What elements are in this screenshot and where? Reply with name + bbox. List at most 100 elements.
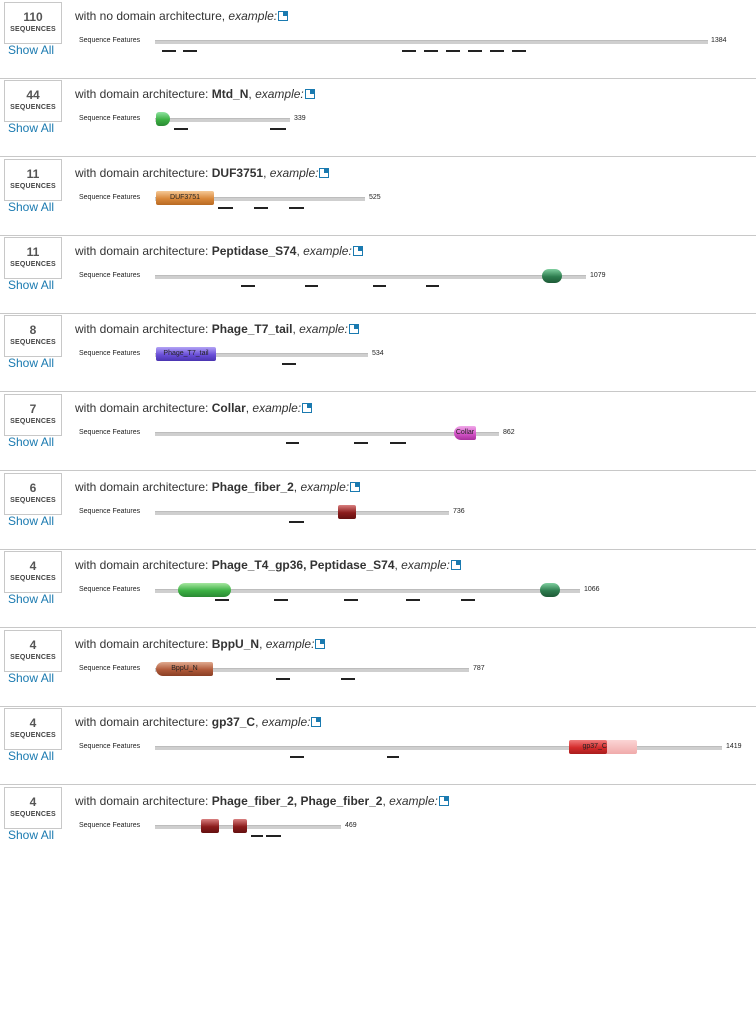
feature-mark xyxy=(174,128,188,130)
example-link[interactable]: example: xyxy=(255,87,304,101)
example-link[interactable]: example: xyxy=(401,558,450,572)
domain-phage-t4-gp36[interactable] xyxy=(178,583,231,597)
feature-mark xyxy=(402,50,416,52)
architecture-row: 110 SEQUENCES Show All with no domain ar… xyxy=(0,0,756,79)
feature-mark xyxy=(218,207,233,209)
sequence-count: 8 xyxy=(29,323,37,337)
architecture-heading: with domain architecture: Mtd_N, example… xyxy=(75,87,315,101)
sequence-count-box: 4 SEQUENCES xyxy=(4,551,62,593)
external-link-icon[interactable] xyxy=(319,168,330,178)
architecture-heading: with domain architecture: gp37_C, exampl… xyxy=(75,715,322,729)
sequence-count-label: SEQUENCES xyxy=(10,261,56,268)
external-link-icon[interactable] xyxy=(278,11,289,21)
example-link[interactable]: example: xyxy=(265,637,315,651)
domain-peptidase-s74[interactable] xyxy=(540,583,560,597)
domain-bppu-n[interactable]: BppU_N xyxy=(156,662,213,676)
domain-collar[interactable]: Collar xyxy=(454,426,476,440)
feature-mark xyxy=(461,599,475,601)
example-link[interactable]: example: xyxy=(300,480,350,494)
feature-mark xyxy=(266,835,281,837)
architecture-row: 4 SEQUENCES Show All with domain archite… xyxy=(0,706,756,785)
architecture-name: Phage_fiber_2 xyxy=(211,480,294,494)
domain-peptidase-s74[interactable] xyxy=(542,269,562,283)
sequence-count-box: 7 SEQUENCES xyxy=(4,394,62,436)
show-all-link[interactable]: Show All xyxy=(8,435,55,449)
sequence-count: 110 xyxy=(23,10,43,24)
sequence-count-box: 4 SEQUENCES xyxy=(4,630,62,672)
sequence-track xyxy=(155,668,469,672)
external-link-icon[interactable] xyxy=(348,324,359,334)
external-link-icon[interactable] xyxy=(350,482,361,492)
sequence-count-box: 8 SEQUENCES xyxy=(4,315,62,357)
heading-prefix: with domain architecture: xyxy=(75,166,212,180)
domain-mtd-n[interactable] xyxy=(156,112,170,126)
architecture-name: Peptidase_S74 xyxy=(211,244,297,258)
feature-mark xyxy=(251,835,263,837)
external-link-icon[interactable] xyxy=(311,717,322,727)
sequence-length: 339 xyxy=(294,115,306,122)
example-link[interactable]: example: xyxy=(228,9,278,23)
external-link-icon[interactable] xyxy=(302,403,313,413)
sequence-count-box: 4 SEQUENCES xyxy=(4,787,62,829)
example-link[interactable]: example: xyxy=(252,401,302,415)
domain-duf3751[interactable]: DUF3751 xyxy=(156,191,214,205)
architecture-heading: with domain architecture: Phage_fiber_2,… xyxy=(75,794,449,808)
show-all-link[interactable]: Show All xyxy=(8,592,55,606)
external-link-icon[interactable] xyxy=(450,560,461,570)
show-all-link[interactable]: Show All xyxy=(8,278,55,292)
domain-phage-fiber-2[interactable] xyxy=(201,819,219,833)
external-link-icon[interactable] xyxy=(352,246,363,256)
example-link[interactable]: example: xyxy=(299,322,348,336)
sequence-length: 1384 xyxy=(711,37,727,44)
feature-mark xyxy=(446,50,460,52)
feature-mark xyxy=(468,50,482,52)
sequence-count-label: SEQUENCES xyxy=(10,811,56,818)
feature-mark xyxy=(286,442,299,444)
sequence-count-label: SEQUENCES xyxy=(10,339,56,346)
show-all-link[interactable]: Show All xyxy=(8,671,55,685)
sequence-count: 44 xyxy=(26,88,40,102)
architecture-name: Phage_T4_gp36, Peptidase_S74 xyxy=(211,558,395,572)
sequence-track xyxy=(155,353,368,357)
architecture-row: 11 SEQUENCES Show All with domain archit… xyxy=(0,235,756,314)
external-link-icon[interactable] xyxy=(315,639,326,649)
sequence-features-label: Sequence Features xyxy=(79,37,141,44)
feature-mark xyxy=(282,363,296,365)
feature-mark xyxy=(254,207,268,209)
show-all-link[interactable]: Show All xyxy=(8,200,55,214)
example-link[interactable]: example: xyxy=(303,244,352,258)
sequence-count: 6 xyxy=(29,481,37,495)
feature-mark xyxy=(373,285,386,287)
sequence-length: 736 xyxy=(453,508,465,515)
sequence-features-label: Sequence Features xyxy=(79,508,141,515)
architecture-name: gp37_C xyxy=(211,715,256,729)
architecture-heading: with domain architecture: Phage_fiber_2,… xyxy=(75,480,361,494)
heading-prefix: with domain architecture: xyxy=(75,322,212,336)
feature-mark xyxy=(344,599,358,601)
architecture-row: 11 SEQUENCES Show All with domain archit… xyxy=(0,157,756,236)
architecture-heading: with domain architecture: Peptidase_S74,… xyxy=(75,244,363,258)
external-link-icon[interactable] xyxy=(304,89,315,99)
show-all-link[interactable]: Show All xyxy=(8,828,55,842)
show-all-link[interactable]: Show All xyxy=(8,356,55,370)
domain-phage-fiber-2[interactable] xyxy=(338,505,356,519)
architecture-row: 8 SEQUENCES Show All with domain archite… xyxy=(0,313,756,392)
show-all-link[interactable]: Show All xyxy=(8,514,55,528)
example-link[interactable]: example: xyxy=(261,715,311,729)
sequence-count: 4 xyxy=(29,716,37,730)
show-all-link[interactable]: Show All xyxy=(8,121,55,135)
domain-gp37-c[interactable]: gp37_C xyxy=(569,740,607,754)
external-link-icon[interactable] xyxy=(438,796,449,806)
example-link[interactable]: example: xyxy=(269,166,319,180)
example-link[interactable]: example: xyxy=(389,794,438,808)
domain-phage-t7-tail[interactable]: Phage_T7_tail xyxy=(156,347,216,361)
sequence-length: 1066 xyxy=(584,586,600,593)
show-all-link[interactable]: Show All xyxy=(8,43,55,57)
sequence-length: 525 xyxy=(369,194,381,201)
domain-phage-fiber-2[interactable] xyxy=(233,819,247,833)
architecture-name: Phage_fiber_2, Phage_fiber_2 xyxy=(211,794,383,808)
sequence-count-box: 110 SEQUENCES xyxy=(4,2,62,44)
show-all-link[interactable]: Show All xyxy=(8,749,55,763)
feature-mark xyxy=(305,285,318,287)
feature-mark xyxy=(289,207,304,209)
